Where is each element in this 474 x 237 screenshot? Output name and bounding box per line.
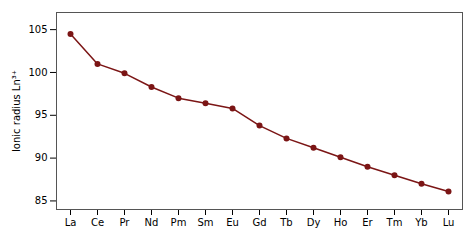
svg-text:Tb: Tb [279, 217, 292, 228]
svg-text:Pr: Pr [120, 217, 131, 228]
svg-text:Eu: Eu [226, 217, 239, 228]
svg-text:La: La [65, 217, 77, 228]
svg-text:Yb: Yb [414, 217, 427, 228]
svg-text:Ce: Ce [91, 217, 104, 228]
svg-text:90: 90 [35, 152, 48, 163]
svg-text:Gd: Gd [252, 217, 266, 228]
svg-text:Sm: Sm [197, 217, 213, 228]
svg-text:Ionic radius Ln³⁺: Ionic radius Ln³⁺ [11, 70, 22, 152]
svg-text:Er: Er [362, 217, 373, 228]
svg-text:Nd: Nd [145, 217, 159, 228]
svg-text:100: 100 [28, 67, 47, 78]
svg-text:85: 85 [35, 195, 48, 206]
svg-text:Tm: Tm [386, 217, 403, 228]
svg-text:Dy: Dy [307, 217, 321, 228]
svg-text:Lu: Lu [443, 217, 455, 228]
svg-text:Ho: Ho [334, 217, 348, 228]
svg-text:Pm: Pm [171, 217, 187, 228]
svg-text:95: 95 [35, 109, 48, 120]
svg-text:105: 105 [28, 24, 47, 35]
